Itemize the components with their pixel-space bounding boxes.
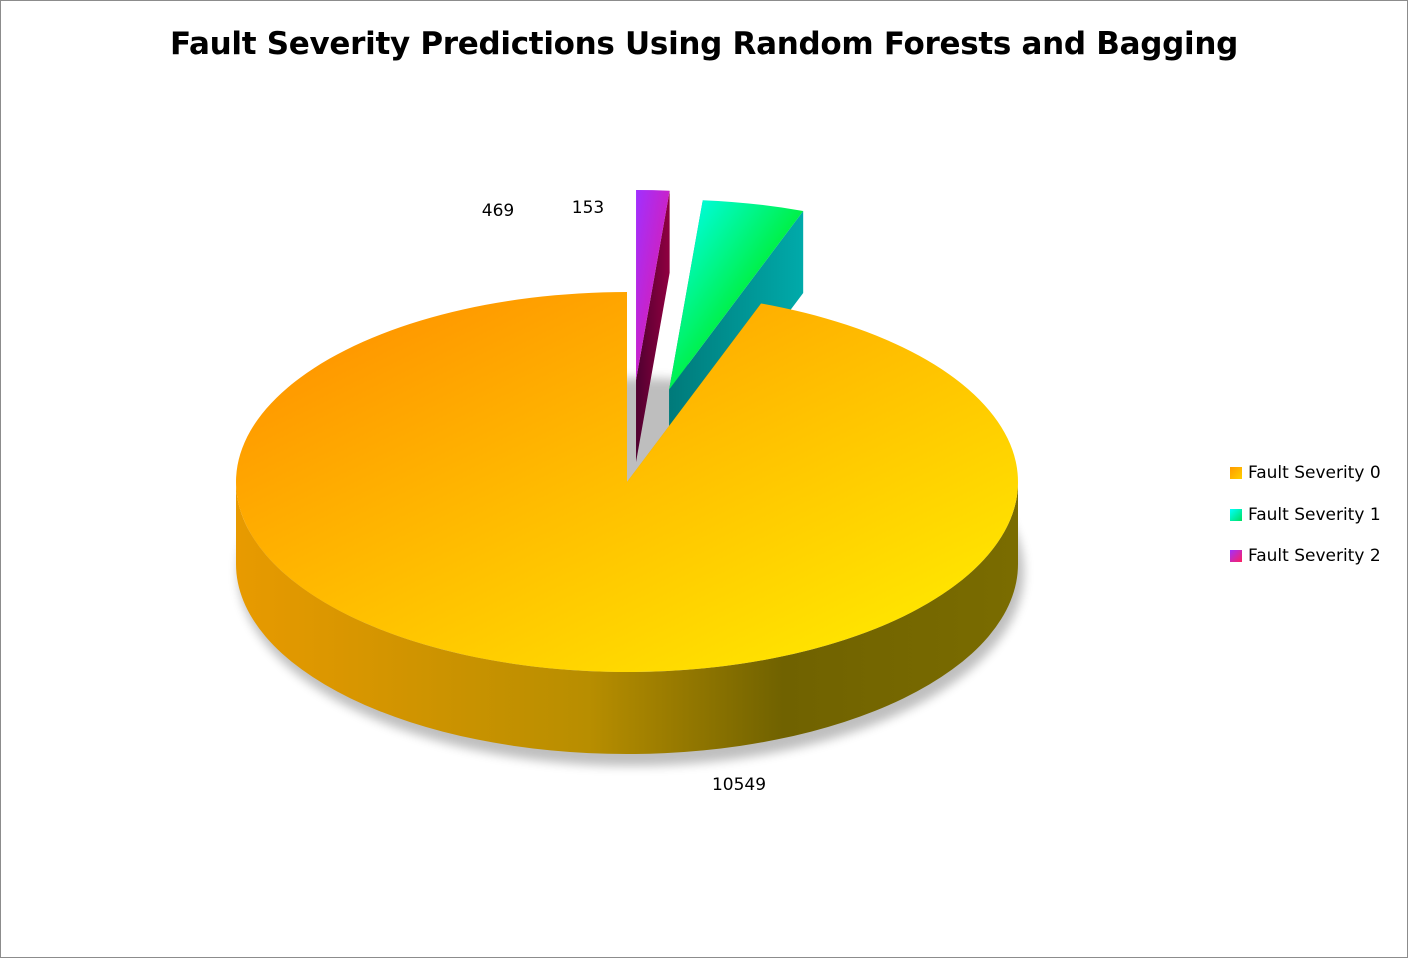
legend-swatch-1 bbox=[1230, 508, 1242, 521]
chart-title: Fault Severity Predictions Using Random … bbox=[169, 26, 1239, 62]
pie-slice-fault-severity-0 bbox=[236, 292, 1019, 754]
legend-swatch-0 bbox=[1230, 467, 1242, 479]
pie-slice-fault-severity-2-top bbox=[636, 190, 670, 381]
data-label-2: 153 bbox=[572, 198, 604, 218]
data-label-0: 10549 bbox=[712, 775, 766, 795]
pie-slice-fault-severity-2-wall-1 bbox=[636, 190, 670, 463]
legend-swatch-2 bbox=[1230, 550, 1242, 562]
pie-slice-fault-severity-0-top bbox=[236, 292, 1019, 673]
pie-slice-fault-severity-0-side-0 bbox=[236, 482, 1018, 754]
legend-item-1: Fault Severity 1 bbox=[1230, 503, 1381, 527]
legend-item-2: Fault Severity 2 bbox=[1230, 544, 1381, 568]
legend-label-1: Fault Severity 1 bbox=[1248, 504, 1381, 525]
legend-item-0: Fault Severity 0 bbox=[1230, 461, 1381, 485]
data-label-1: 469 bbox=[482, 201, 514, 221]
pie-slice-fault-severity-1-top bbox=[669, 200, 804, 390]
pie-slice-fault-severity-2 bbox=[636, 190, 670, 463]
legend-label-2: Fault Severity 2 bbox=[1248, 546, 1381, 566]
chart-legend: Fault Severity 0 Fault Severity 1 Fault Se… bbox=[1230, 461, 1381, 586]
legend-label-0: Fault Severity 0 bbox=[1248, 463, 1381, 483]
